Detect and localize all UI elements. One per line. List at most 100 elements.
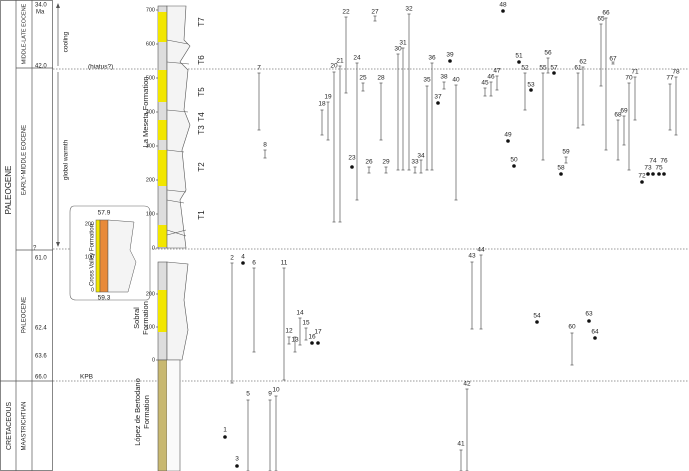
taxon-label: 55 — [539, 65, 547, 72]
taxon-label: 50 — [510, 157, 518, 164]
unit-label: T6 — [197, 55, 206, 65]
unit-label: T7 — [197, 17, 206, 27]
arrow-head — [56, 242, 60, 247]
taxon-label: 10 — [272, 387, 280, 394]
lopez-lithology — [167, 359, 181, 471]
taxon-label: 20 — [330, 63, 338, 70]
taxon-label: 38 — [440, 74, 448, 81]
inset-column — [99, 219, 109, 293]
taxon-label: 30 — [394, 46, 402, 53]
meseta-tick: 0 — [152, 245, 155, 251]
epoch: MIDDLE-LATE EOCENE — [21, 3, 27, 64]
inset-age: 57.9 — [98, 210, 111, 217]
taxon-label: 43 — [468, 253, 476, 260]
taxon-label: 71 — [631, 69, 639, 76]
taxon-occurrence — [517, 60, 521, 64]
taxon-label: 8 — [263, 142, 267, 149]
taxon-label: 65 — [597, 16, 605, 23]
sobral-tick: 100 — [146, 324, 155, 330]
age: 34.0 — [35, 3, 47, 9]
taxon-occurrence — [559, 172, 563, 176]
taxon-label: 64 — [591, 329, 599, 336]
meseta-tick: 100 — [146, 211, 155, 217]
taxon-label: 40 — [452, 77, 460, 84]
taxon-label: 4 — [241, 254, 245, 261]
meseta-tick: 300 — [146, 143, 155, 149]
age: 66.0 — [35, 375, 47, 381]
taxon-label: 29 — [382, 159, 390, 166]
taxon-label: 2 — [230, 255, 234, 262]
bed-lines — [166, 39, 190, 237]
sand-bed — [158, 120, 167, 140]
sand-bed — [158, 225, 167, 247]
meseta-lithology — [166, 5, 191, 249]
epoch: MAASTRICHTIAN — [22, 401, 28, 450]
sand-bed — [158, 150, 167, 186]
taxon-label: 6 — [252, 260, 256, 267]
taxon-occurrence — [662, 172, 666, 176]
taxon-label: 52 — [521, 65, 529, 72]
unit-label: T5 — [197, 87, 206, 97]
taxon-label: 18 — [318, 101, 326, 108]
taxon-label: 46 — [487, 74, 495, 81]
meseta-tick: 200 — [146, 177, 155, 183]
taxon-label: 15 — [302, 320, 310, 327]
annotation: KPB — [80, 374, 93, 381]
taxon-label: 73 — [644, 165, 652, 172]
taxon-label: 32 — [405, 6, 413, 13]
taxon-label: 61 — [574, 65, 582, 72]
taxon-label: 22 — [342, 9, 350, 16]
taxon-label: 39 — [446, 52, 454, 59]
age: ? — [33, 246, 37, 252]
taxon-label: 5 — [246, 391, 250, 398]
taxon-label: 67 — [609, 56, 617, 63]
taxon-label: 19 — [324, 94, 332, 101]
sand-bed — [158, 70, 167, 102]
taxon-label: 58 — [557, 165, 565, 172]
taxon-label: 63 — [585, 311, 593, 318]
age: 61.0 — [35, 256, 47, 262]
taxon-label: 1 — [223, 427, 227, 434]
taxon-label: 25 — [359, 75, 367, 82]
epoch: PALEOCENE — [22, 297, 28, 333]
meseta-tick: 600 — [146, 41, 155, 47]
taxon-label: 45 — [481, 80, 489, 87]
taxon-label: 31 — [399, 40, 407, 47]
taxon-label: 33 — [411, 159, 419, 166]
taxon-occurrence — [651, 172, 655, 176]
age: 42.0 — [35, 64, 47, 70]
taxon-label: 75 — [655, 165, 663, 172]
annotation: cooling — [63, 31, 70, 52]
taxon-label: 9 — [268, 391, 272, 398]
sobral-tick: 0 — [152, 357, 155, 363]
unit-label: T4 — [197, 112, 206, 122]
taxon-occurrence — [593, 336, 597, 340]
inset-sand — [95, 219, 101, 293]
taxon-occurrence — [512, 164, 516, 168]
taxon-label: 11 — [281, 260, 288, 267]
unit-label: T3 — [197, 125, 206, 135]
taxon-label: 26 — [365, 159, 373, 166]
taxon-occurrence — [529, 88, 533, 92]
taxon-label: 36 — [428, 55, 436, 62]
annotation: (hiatus?) — [88, 64, 113, 71]
arrow-head — [56, 3, 60, 8]
taxon-label: 14 — [296, 310, 304, 317]
meseta-tick: 400 — [146, 109, 155, 115]
period: CRETACEOUS — [6, 402, 13, 450]
taxon-label: 3 — [235, 456, 239, 463]
lopez-column — [157, 359, 168, 471]
taxon-occurrence — [646, 172, 650, 176]
annotation: global warmth — [63, 139, 70, 180]
sobral-lithology — [166, 261, 189, 361]
taxon-label: 76 — [660, 158, 668, 165]
taxon-label: 7 — [257, 65, 261, 72]
taxon-label: 23 — [348, 155, 356, 162]
formation: Formation — [142, 395, 151, 429]
taxon-occurrence — [587, 319, 591, 323]
taxon-occurrence — [501, 9, 505, 13]
taxon-label: 60 — [568, 324, 576, 331]
taxon-label: 49 — [504, 132, 512, 139]
formation: Cross Valley Formation — [90, 224, 96, 286]
taxon-label: 59 — [562, 149, 570, 156]
